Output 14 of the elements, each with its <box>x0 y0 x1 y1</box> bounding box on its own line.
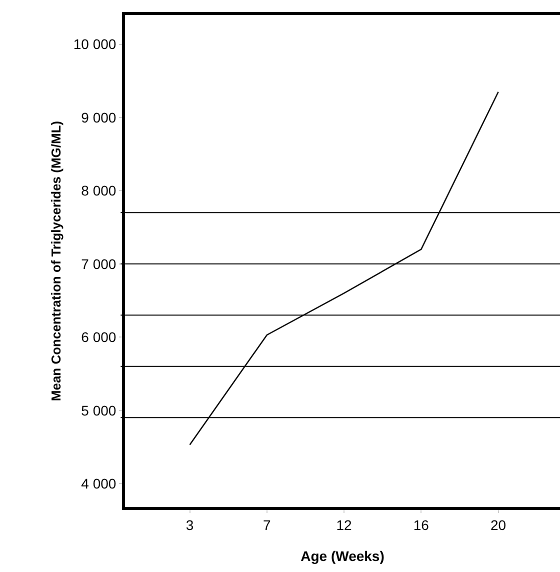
y-tick-label: 8 000 <box>81 182 116 199</box>
x-tick-label: 20 <box>490 516 506 533</box>
x-tick-label: 16 <box>413 516 430 533</box>
y-tick-label: 5 000 <box>81 402 116 418</box>
y-tick-label: 6 000 <box>81 329 116 346</box>
y-tick-label: 4 000 <box>81 475 116 492</box>
x-tick-label: 12 <box>336 516 352 533</box>
x-tick-label: 3 <box>186 516 194 533</box>
y-tick-label: 9 000 <box>81 109 116 126</box>
y-axis-title: Mean Concentration of Triglycerides (MG/ML) <box>48 120 64 402</box>
x-tick-label: 7 <box>263 516 272 533</box>
y-tick-label: 7 000 <box>81 256 116 272</box>
x-axis-title: Age (Weeks) <box>300 548 384 564</box>
y-tick-label: 10 000 <box>73 36 116 52</box>
